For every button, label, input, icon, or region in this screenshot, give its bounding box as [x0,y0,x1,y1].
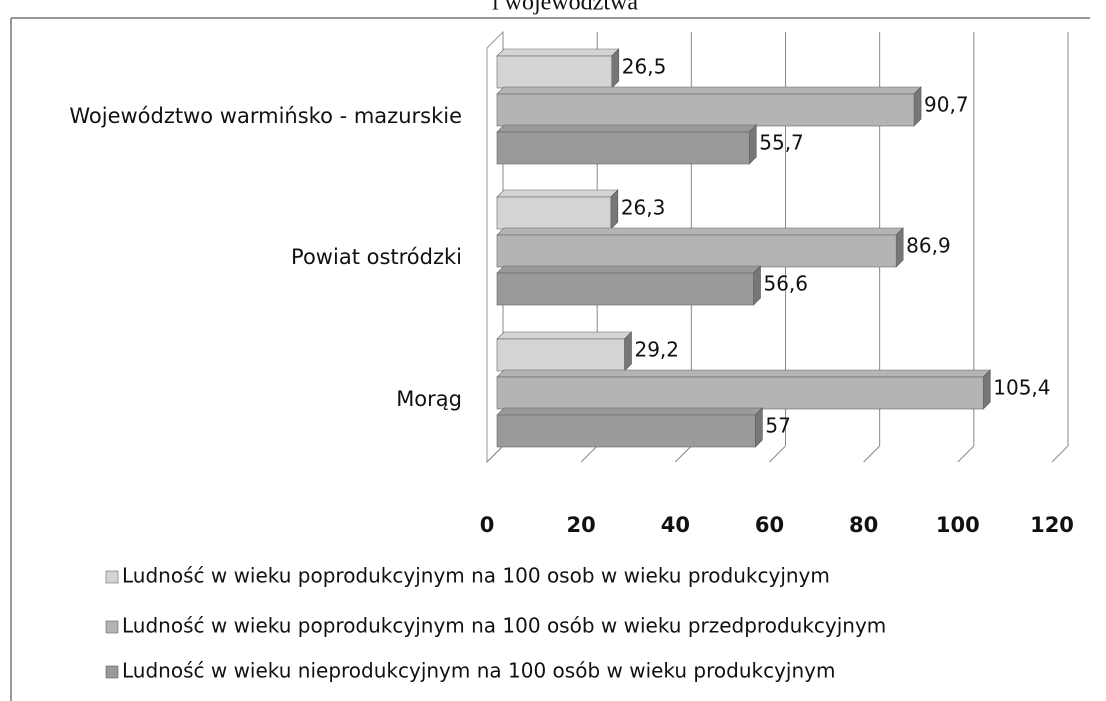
legend-swatch [105,665,119,679]
bar [496,48,620,89]
x-tick-label: 100 [936,513,980,537]
floor-line [580,445,598,463]
x-tick-label: 120 [1030,513,1074,537]
bar [496,331,633,372]
bar [496,86,922,127]
floor-line [957,445,975,463]
data-label: 86,9 [906,234,951,258]
legend-swatch [105,570,119,584]
chart-title: i województwa [492,0,638,16]
data-label: 26,5 [622,55,667,79]
x-tick-label: 80 [849,513,878,537]
bar [496,407,764,448]
data-label: 56,6 [763,272,808,296]
x-tick-label: 0 [480,513,495,537]
floor-line [769,445,786,463]
bar [496,189,619,230]
data-label: 55,7 [759,131,804,155]
x-tick-label: 60 [755,513,784,537]
bar [496,124,757,165]
bar [496,265,762,306]
bar [496,369,991,410]
floor-line [486,445,504,463]
legend-label: Ludność w wieku poprodukcyjnym na 100 os… [122,614,886,638]
x-tick-label: 40 [661,513,690,537]
legend-swatch [105,620,119,634]
legend-label: Ludność w wieku nieprodukcyjnym na 100 o… [122,659,835,683]
floor-line [1051,445,1069,463]
floor-line [863,445,881,463]
bar [496,227,904,268]
x-tick-label: 20 [567,513,596,537]
y-tick-label: Województwo warmińsko - mazurskie [69,104,462,128]
legend-label: Ludność w wieku poprodukcyjnym na 100 os… [122,564,830,588]
y-tick-label: Morąg [396,387,462,411]
data-label: 105,4 [993,376,1050,400]
data-label: 90,7 [924,93,969,117]
data-label: 57 [765,414,790,438]
floor-line [674,445,692,463]
data-label: 29,2 [634,338,679,362]
data-label: 26,3 [621,196,666,220]
y-tick-label: Powiat ostródzki [291,245,462,269]
